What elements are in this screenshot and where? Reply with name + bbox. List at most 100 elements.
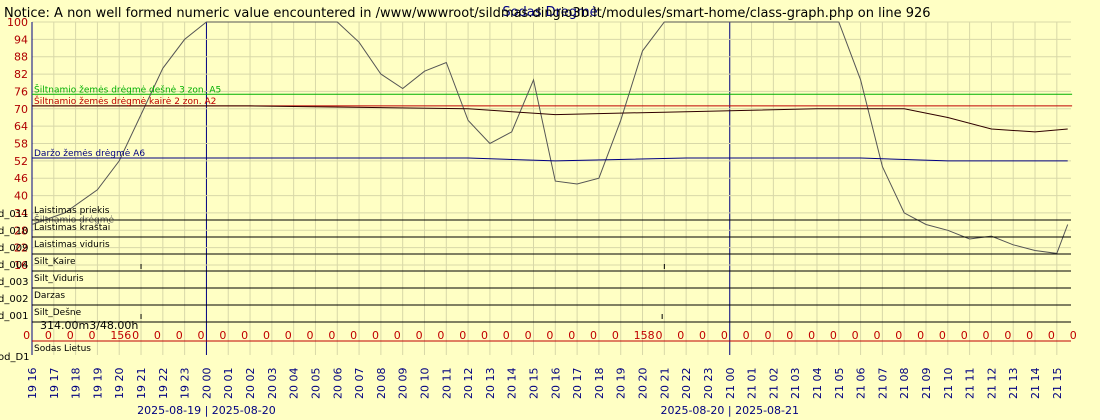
lietus-value: 0 (263, 329, 270, 342)
lietus-value: 0 (764, 329, 771, 342)
lietus-value: 0 (219, 329, 226, 342)
lietus-value: 156 (110, 329, 131, 342)
series-line (32, 105, 1068, 133)
ytick-label: 58 (14, 138, 28, 151)
binary-row-left-label: d_001 (0, 311, 28, 322)
lietus-value: 0 (45, 329, 52, 342)
lietus-value: 0 (67, 329, 74, 342)
xtick-label: 20 22 (680, 368, 693, 400)
xtick-label: 21 03 (789, 368, 802, 400)
ytick-label: 34 (14, 207, 28, 220)
xtick-label: 20 00 (200, 368, 213, 400)
xtick-label: 20 09 (397, 368, 410, 400)
xtick-label: 20 16 (549, 368, 562, 400)
xtick-label: 21 04 (811, 368, 824, 400)
lietus-value: 0 (721, 329, 728, 342)
binary-rows: Laistimas priekis d_011 Laistimas krastai d… (0, 206, 1071, 323)
xtick-label: 21 09 (920, 368, 933, 400)
series-line (31, 21, 1069, 254)
lietus-value: 0 (23, 329, 30, 342)
binary-row-left-label: d_002 (0, 294, 28, 305)
series-line (32, 157, 1068, 162)
ytick-label: 70 (14, 103, 28, 116)
xtick-label: 19 17 (48, 368, 61, 400)
xtick-label: 20 17 (571, 368, 584, 400)
chart-title: Sodas Dregmė (502, 5, 597, 20)
lietus-value: 0 (961, 329, 968, 342)
lietus-value: 0 (895, 329, 902, 342)
xtick-label: 20 20 (637, 368, 650, 400)
xtick-label: 19 18 (70, 368, 83, 400)
xtick-label: 20 14 (506, 368, 519, 400)
lietus-value: 0 (394, 329, 401, 342)
lietus-value: 0 (328, 329, 335, 342)
xtick-label: 21 02 (767, 368, 780, 400)
binary-row-label: Laistimas viduris (34, 240, 110, 250)
binary-row-label: Darzas (34, 291, 65, 301)
xtick-label: 20 03 (266, 368, 279, 400)
xtick-label: 21 15 (1051, 368, 1064, 400)
binary-row-left-label: d_009 (0, 243, 28, 254)
y-ticks: 100 94 88 82 76 70 64 58 52 46 40 34 28 22 16 (7, 16, 28, 272)
lietus-value: 0 (808, 329, 815, 342)
lietus-value: 0 (852, 329, 859, 342)
lietus-value: 0 (677, 329, 684, 342)
lietus-value: 0 (307, 329, 314, 342)
xtick-label: 20 21 (658, 368, 671, 400)
ytick-label: 94 (14, 33, 28, 46)
lietus-value: 0 (1004, 329, 1011, 342)
xtick-label: 20 10 (418, 368, 431, 400)
binary-row-left-label: d_010 (0, 226, 28, 237)
lietus-value: 0 (699, 329, 706, 342)
xtick-label: 21 11 (964, 368, 977, 400)
xtick-label: 20 05 (309, 368, 322, 400)
binary-row-label: Laistimas priekis (34, 206, 110, 216)
lietus-value: 0 (416, 329, 423, 342)
binary-row-left-label: d_004 (0, 260, 28, 271)
lietus-value: 0 (176, 329, 183, 342)
lietus-value: 0 (655, 329, 662, 342)
lietus-value: 0 (546, 329, 553, 342)
lietus-value: 0 (1026, 329, 1033, 342)
xtick-label: 21 07 (876, 368, 889, 400)
ytick-label: 64 (14, 120, 28, 133)
binary-row-label: Silt_Viduris (34, 274, 84, 284)
lietus-value: 0 (89, 329, 96, 342)
series-labels: Šiltnamio žemės drėgmė dešnė 3 zon. A5Ši… (34, 83, 221, 225)
lietus-value: 0 (132, 329, 139, 342)
lietus-value: 0 (1070, 329, 1077, 342)
ytick-label: 88 (14, 51, 28, 64)
xtick-label: 19 20 (113, 368, 126, 400)
xtick-label: 21 06 (855, 368, 868, 400)
ytick-label: 100 (7, 16, 28, 29)
ytick-label: 40 (14, 190, 28, 203)
xtick-label: 21 01 (746, 368, 759, 400)
xtick-label: 19 21 (135, 368, 148, 400)
xtick-label: 21 08 (898, 368, 911, 400)
lietus-value: 0 (590, 329, 597, 342)
lietus-value: 0 (917, 329, 924, 342)
lietus-value: 0 (503, 329, 510, 342)
xtick-label: 21 14 (1029, 368, 1042, 400)
lietus-value: 0 (939, 329, 946, 342)
lietus-value: 0 (873, 329, 880, 342)
lietus-value: 0 (437, 329, 444, 342)
lietus-value: 0 (154, 329, 161, 342)
xtick-label: 21 12 (985, 368, 998, 400)
ytick-label: 28 (14, 224, 28, 237)
xtick-label: 20 19 (615, 368, 628, 400)
lietus-value: 0 (983, 329, 990, 342)
xtick-label: 21 10 (942, 368, 955, 400)
xtick-label: 20 04 (288, 368, 301, 400)
ytick-label: 46 (14, 172, 28, 185)
lietus-value: 0 (372, 329, 379, 342)
xtick-label: 20 18 (593, 368, 606, 400)
xtick-label: 20 11 (440, 368, 453, 400)
lietus-value: 0 (525, 329, 532, 342)
binary-row-left-label: d_011 (0, 209, 28, 220)
lietus-value: 0 (241, 329, 248, 342)
lietus-value: 0 (743, 329, 750, 342)
lietus-value: 0 (350, 329, 357, 342)
xtick-label: 19 16 (26, 368, 39, 400)
